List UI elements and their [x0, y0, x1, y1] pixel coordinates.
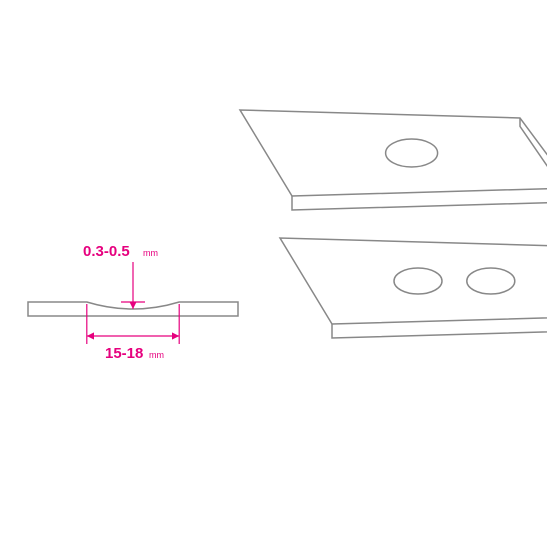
dim-depth-label: 0.3-0.5 [83, 243, 130, 260]
slide-single-well-front-edge [292, 188, 547, 210]
slide-single-well [240, 110, 547, 210]
dim-dia-unit: mm [149, 350, 164, 360]
slide-double-well-top-face [280, 238, 547, 324]
slide-double-well [280, 238, 547, 338]
slide-double-well-well-2 [467, 268, 515, 294]
cross-section: 0.3-0.5 mm 15-18 mm [28, 243, 238, 362]
slide-single-well-well-1 [386, 139, 438, 167]
slide-double-well-well-1 [394, 268, 442, 294]
diagram-canvas: 0.3-0.5 mm 15-18 mm [0, 0, 547, 550]
slide-single-well-top-face [240, 110, 547, 196]
dim-dia-label: 15-18 [105, 345, 143, 362]
dim-depth-unit: mm [143, 248, 158, 258]
